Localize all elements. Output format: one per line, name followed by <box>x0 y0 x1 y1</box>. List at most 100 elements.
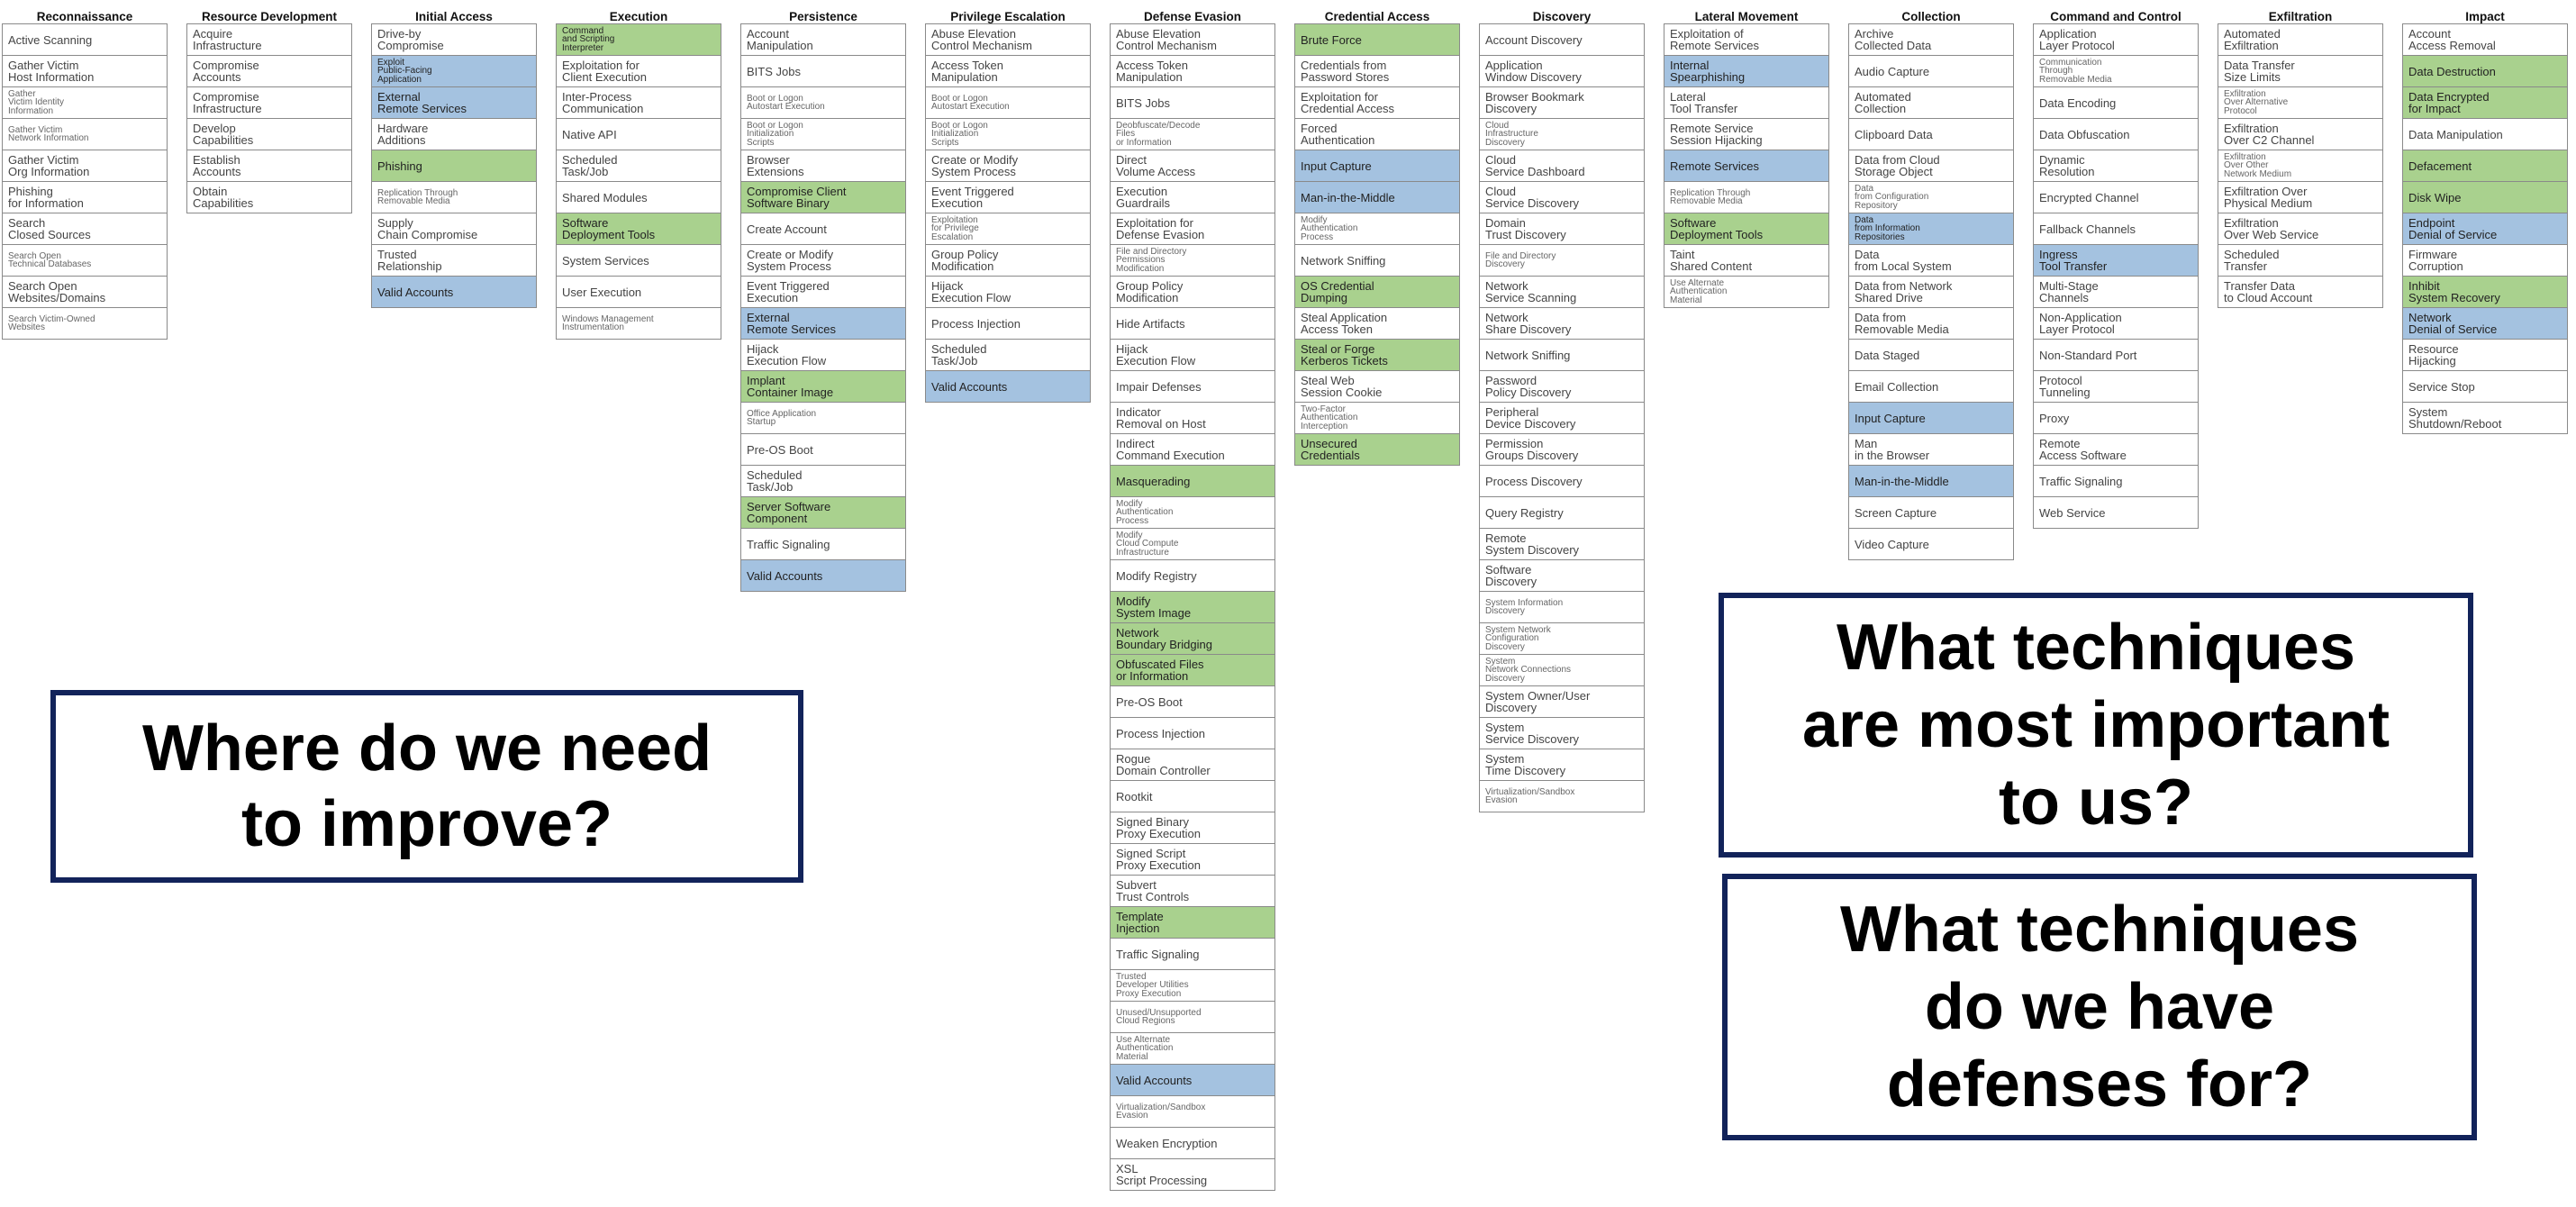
technique-cell: Ingress Tool Transfer <box>2034 245 2198 277</box>
tactic-column: Exfiltration Automated Exfiltration Data T… <box>2218 0 2383 308</box>
technique-cell: Automated Exfiltration <box>2218 24 2382 56</box>
tactic-header: Defense Evasion <box>1143 10 1242 23</box>
technique-cell: Search Open Websites/Domains <box>3 277 167 308</box>
technique-cell: Firmware Corruption <box>2403 245 2567 277</box>
technique-cell: Data Destruction <box>2403 56 2567 87</box>
technique-cell: Service Stop <box>2403 371 2567 403</box>
technique-cell: Access Token Manipulation <box>1111 56 1274 87</box>
technique-cell: Two-Factor Authentication Interception <box>1295 403 1459 434</box>
technique-cell: Cloud Service Dashboard <box>1480 150 1644 182</box>
tactic-header: Credential Access <box>1324 10 1430 23</box>
technique-list: Account Access Removal Data Destruction Da… <box>2402 23 2568 434</box>
technique-cell: Compromise Client Software Binary <box>741 182 905 213</box>
technique-cell: Obfuscated Files or Information <box>1111 655 1274 686</box>
technique-cell: Exploitation for Privilege Escalation <box>926 213 1090 245</box>
technique-cell: Hijack Execution Flow <box>741 340 905 371</box>
tactic-column: Resource Development Acquire Infrastructu… <box>186 0 352 213</box>
tactic-header: Exfiltration <box>2268 10 2333 23</box>
technique-cell: Data from Network Shared Drive <box>1849 277 2013 308</box>
technique-cell: Browser Extensions <box>741 150 905 182</box>
technique-cell: Trusted Relationship <box>372 245 536 277</box>
technique-cell: Search Closed Sources <box>3 213 167 245</box>
technique-cell: Signed Binary Proxy Execution <box>1111 812 1274 844</box>
technique-cell: Communication Through Removable Media <box>2034 56 2198 87</box>
technique-cell: Non-Standard Port <box>2034 340 2198 371</box>
technique-cell: Exploitation for Client Execution <box>557 56 721 87</box>
technique-cell: Software Deployment Tools <box>557 213 721 245</box>
technique-cell: Event Triggered Execution <box>926 182 1090 213</box>
technique-cell: Virtualization/Sandbox Evasion <box>1111 1096 1274 1128</box>
technique-cell: Use Alternate Authentication Material <box>1664 277 1828 308</box>
technique-cell: Dynamic Resolution <box>2034 150 2198 182</box>
technique-cell: Data from Removable Media <box>1849 308 2013 340</box>
technique-cell: Subvert Trust Controls <box>1111 876 1274 907</box>
technique-cell: Phishing for Information <box>3 182 167 213</box>
technique-cell: Remote Access Software <box>2034 434 2198 466</box>
technique-list: Drive-by Compromise Exploit Public-Facing… <box>371 23 537 308</box>
technique-list: Automated Exfiltration Data Transfer Size… <box>2218 23 2383 308</box>
tactic-column: Defense Evasion Abuse Elevation Control M… <box>1110 0 1275 1191</box>
technique-cell: Indirect Command Execution <box>1111 434 1274 466</box>
technique-cell: Exploitation for Defense Evasion <box>1111 213 1274 245</box>
technique-list: Command and Scripting Interpreter Exploit… <box>556 23 721 340</box>
technique-cell: Hardware Additions <box>372 119 536 150</box>
tactic-header: Discovery <box>1532 10 1592 23</box>
tactic-column: Collection Archive Collected Data Audio Ca… <box>1848 0 2014 560</box>
technique-cell: Acquire Infrastructure <box>187 24 351 56</box>
technique-cell: Account Access Removal <box>2403 24 2567 56</box>
technique-cell: Scheduled Task/Job <box>741 466 905 497</box>
technique-cell: Email Collection <box>1849 371 2013 403</box>
technique-cell: Valid Accounts <box>741 560 905 592</box>
technique-cell: Access Token Manipulation <box>926 56 1090 87</box>
technique-cell: Cloud Infrastructure Discovery <box>1480 119 1644 150</box>
technique-cell: Hide Artifacts <box>1111 308 1274 340</box>
technique-cell: Traffic Signaling <box>2034 466 2198 497</box>
tactic-column: Impact Account Access Removal Data Destruc… <box>2402 0 2568 434</box>
technique-cell: Query Registry <box>1480 497 1644 529</box>
technique-list: Account Discovery Application Window Disc… <box>1479 23 1645 812</box>
technique-cell: External Remote Services <box>741 308 905 340</box>
tactic-header: Reconnaissance <box>36 10 133 23</box>
technique-cell: File and Directory Permissions Modificat… <box>1111 245 1274 277</box>
technique-cell: User Execution <box>557 277 721 308</box>
technique-cell: Server Software Component <box>741 497 905 529</box>
technique-cell: Defacement <box>2403 150 2567 182</box>
technique-cell: Replication Through Removable Media <box>372 182 536 213</box>
technique-cell: Forced Authentication <box>1295 119 1459 150</box>
technique-cell: Phishing <box>372 150 536 182</box>
technique-cell: Implant Container Image <box>741 371 905 403</box>
technique-cell: Web Service <box>2034 497 2198 529</box>
technique-list: Abuse Elevation Control Mechanism Access … <box>1110 23 1275 1191</box>
technique-cell: Account Discovery <box>1480 24 1644 56</box>
technique-cell: Automated Collection <box>1849 87 2013 119</box>
technique-cell: Software Deployment Tools <box>1664 213 1828 245</box>
tactic-column: Command and Control Application Layer Pro… <box>2033 0 2199 529</box>
technique-cell: Proxy <box>2034 403 2198 434</box>
technique-cell: File and Directory Discovery <box>1480 245 1644 277</box>
technique-cell: Network Sniffing <box>1295 245 1459 277</box>
technique-cell: Data Manipulation <box>2403 119 2567 150</box>
technique-cell: Peripheral Device Discovery <box>1480 403 1644 434</box>
technique-cell: System Network Connections Discovery <box>1480 655 1644 686</box>
technique-cell: Lateral Tool Transfer <box>1664 87 1828 119</box>
technique-cell: Modify Authentication Process <box>1295 213 1459 245</box>
technique-cell: Transfer Data to Cloud Account <box>2218 277 2382 308</box>
technique-cell: Establish Accounts <box>187 150 351 182</box>
technique-cell: Event Triggered Execution <box>741 277 905 308</box>
technique-list: Abuse Elevation Control Mechanism Access … <box>925 23 1091 403</box>
technique-cell: Compromise Accounts <box>187 56 351 87</box>
technique-cell: Gather Victim Identity Information <box>3 87 167 119</box>
technique-list: Archive Collected Data Audio Capture Autom… <box>1848 23 2014 560</box>
technique-cell: Direct Volume Access <box>1111 150 1274 182</box>
technique-cell: Office Application Startup <box>741 403 905 434</box>
technique-cell: Modify Authentication Process <box>1111 497 1274 529</box>
technique-cell: Network Share Discovery <box>1480 308 1644 340</box>
technique-list: Application Layer Protocol Communication … <box>2033 23 2199 529</box>
technique-cell: Multi-Stage Channels <box>2034 277 2198 308</box>
tactic-column: Lateral Movement Exploitation of Remote S… <box>1664 0 1829 308</box>
technique-cell: BITS Jobs <box>741 56 905 87</box>
technique-cell: Masquerading <box>1111 466 1274 497</box>
technique-cell: Inhibit System Recovery <box>2403 277 2567 308</box>
technique-cell: Virtualization/Sandbox Evasion <box>1480 781 1644 812</box>
